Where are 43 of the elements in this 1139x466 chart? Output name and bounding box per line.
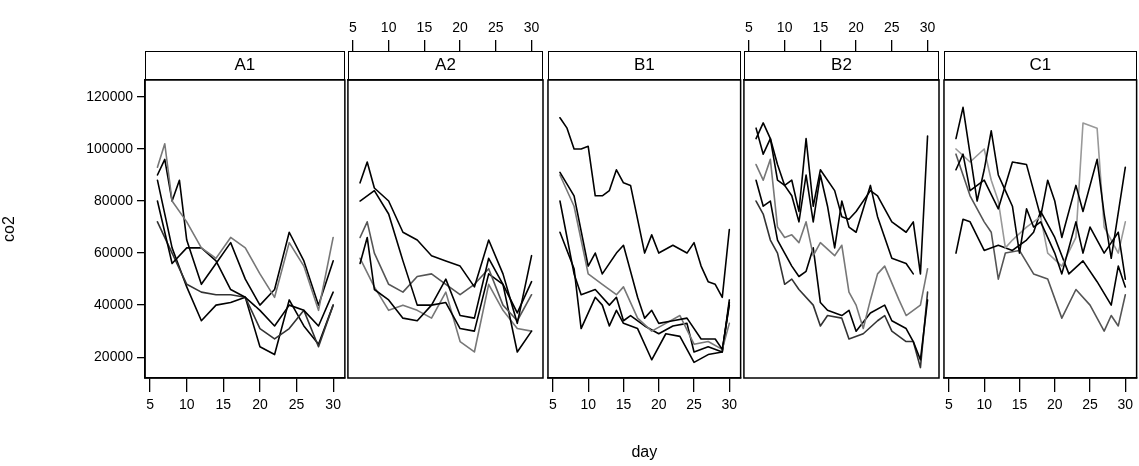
x-tick-label: 20 <box>650 396 667 413</box>
x-tick-label: 15 <box>615 396 632 413</box>
chart-title: B1 <box>547 51 741 80</box>
y-tick-label: 60000 <box>94 243 134 260</box>
x-tick-label: 5 <box>146 396 155 413</box>
x-tick-label: 20 <box>252 396 268 413</box>
y-tick-label: 80000 <box>94 191 134 208</box>
x-tick-label: 30 <box>721 396 738 413</box>
x-axis-title: day <box>631 442 658 460</box>
x-tick-label: 10 <box>178 396 195 413</box>
x-tick-label: 20 <box>1046 396 1063 413</box>
x-tick-label: 10 <box>976 396 993 413</box>
y-tick-label: 40000 <box>94 295 134 312</box>
x-tick-label: 25 <box>288 396 305 413</box>
x-tick-label: 30 <box>325 396 342 413</box>
x-tick-label: 5 <box>549 396 558 413</box>
x-tick-label: 5 <box>945 396 954 413</box>
x-tick-label: 30 <box>1117 396 1134 413</box>
x-tick-label: 5 <box>349 19 358 36</box>
y-tick-label: 100000 <box>86 139 134 156</box>
x-tick-label: 30 <box>919 19 936 36</box>
x-tick-label: 30 <box>523 19 540 36</box>
x-tick-label: 25 <box>1082 396 1099 413</box>
y-tick-label: 120000 <box>86 87 134 104</box>
x-tick-label: 25 <box>686 396 703 413</box>
x-tick-label: 15 <box>215 396 232 413</box>
x-tick-label: 10 <box>776 19 793 36</box>
y-tick-label: 20000 <box>94 348 134 365</box>
x-tick-label: 15 <box>812 19 829 36</box>
x-tick-label: 5 <box>745 19 754 36</box>
x-tick-label: 20 <box>452 19 469 36</box>
chart-title: A1 <box>145 51 345 80</box>
chart-title: A2 <box>347 51 543 80</box>
chart-title: C1 <box>943 51 1137 80</box>
x-tick-label: 15 <box>1011 396 1028 413</box>
x-tick-label: 10 <box>380 19 397 36</box>
chart-title: B2 <box>743 51 939 80</box>
x-tick-label: 20 <box>848 19 865 36</box>
x-tick-label: 10 <box>580 396 597 413</box>
y-axis-title: co2 <box>0 216 18 242</box>
x-tick-label: 25 <box>488 19 504 36</box>
x-tick-label: 15 <box>416 19 433 36</box>
x-tick-label: 25 <box>884 19 900 36</box>
